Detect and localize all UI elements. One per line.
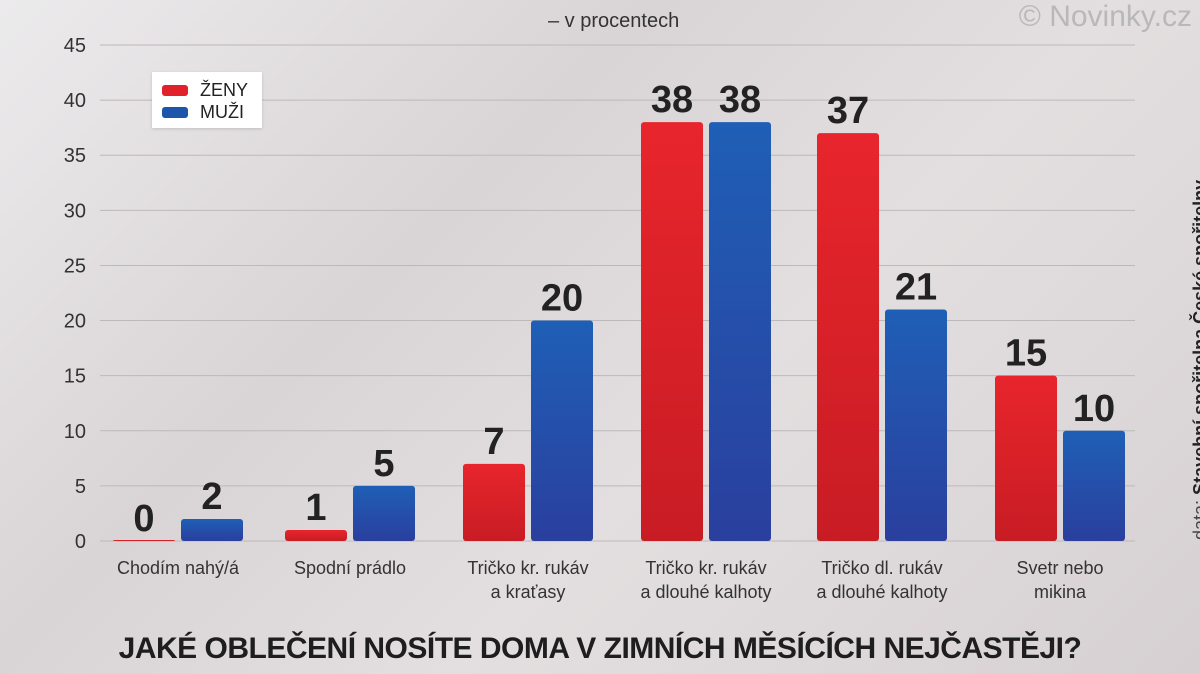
value-label-muzi: 38 [719,79,761,121]
chart-subtitle: – v procentech [548,10,680,32]
data-source-name: Stavební spořitelna České spořitelny [1190,179,1200,495]
y-tick-label: 25 [64,255,86,277]
value-label-muzi: 5 [373,443,394,485]
legend-swatch-zeny [162,84,188,96]
y-tick-label: 20 [64,311,86,333]
value-label-muzi: 10 [1073,388,1115,430]
bar-zeny [113,540,175,541]
y-tick-label: 10 [64,421,86,443]
y-tick-label: 30 [64,200,86,222]
value-label-zeny: 1 [305,487,326,529]
bar-zeny [285,529,347,541]
bar-muzi [709,122,771,542]
legend-label-zeny: ŽENY [200,79,249,100]
y-tick-label: 40 [64,90,86,112]
category-label: mikina [1034,582,1087,602]
data-source-prefix: data: [1190,499,1200,540]
category-label: Tričko kr. rukáv [645,558,766,578]
watermark: © Novinky.cz [1018,0,1192,33]
category-label: Svetr nebo [1016,558,1103,578]
value-label-zeny: 7 [483,421,504,463]
category-label: Chodím nahý/á [117,558,240,578]
chart-legend: ŽENY MUŽI [152,72,262,128]
category-label: a dlouhé kalhoty [816,582,947,602]
bar-muzi [885,309,947,541]
y-tick-label: 0 [75,531,86,553]
legend-item-zeny: ŽENY [162,79,248,101]
value-label-zeny: 37 [827,90,869,132]
y-tick-label: 15 [64,366,86,388]
value-label-zeny: 15 [1005,333,1047,375]
y-tick-label: 5 [75,476,86,498]
bar-zeny [463,463,525,541]
bar-muzi [181,518,243,541]
bar-muzi [531,320,593,541]
y-tick-label: 45 [64,35,86,57]
value-label-zeny: 38 [651,79,693,121]
data-source: data: Stavební spořitelna České spořitel… [1190,180,1200,540]
bar-muzi [1063,430,1125,541]
bar-muzi [353,485,415,541]
bar-zeny [995,375,1057,541]
y-tick-label: 35 [64,145,86,167]
category-label: a dlouhé kalhoty [640,582,771,602]
legend-item-muzi: MUŽI [162,101,244,123]
value-label-muzi: 21 [895,267,937,309]
category-label: Spodní prádlo [294,558,406,578]
chart-title: JAKÉ OBLEČENÍ NOSÍTE DOMA V ZIMNÍCH MĚSÍ… [118,632,1082,665]
category-label: Tričko dl. rukáv [821,558,942,578]
legend-swatch-muzi [162,106,188,118]
bar-zeny [641,122,703,542]
value-label-zeny: 0 [133,498,154,540]
category-label: a kraťasy [491,582,566,602]
legend-label-muzi: MUŽI [200,101,244,122]
category-label: Tričko kr. rukáv [467,558,588,578]
value-label-muzi: 20 [541,278,583,320]
bar-zeny [817,133,879,541]
value-label-muzi: 2 [201,476,222,518]
